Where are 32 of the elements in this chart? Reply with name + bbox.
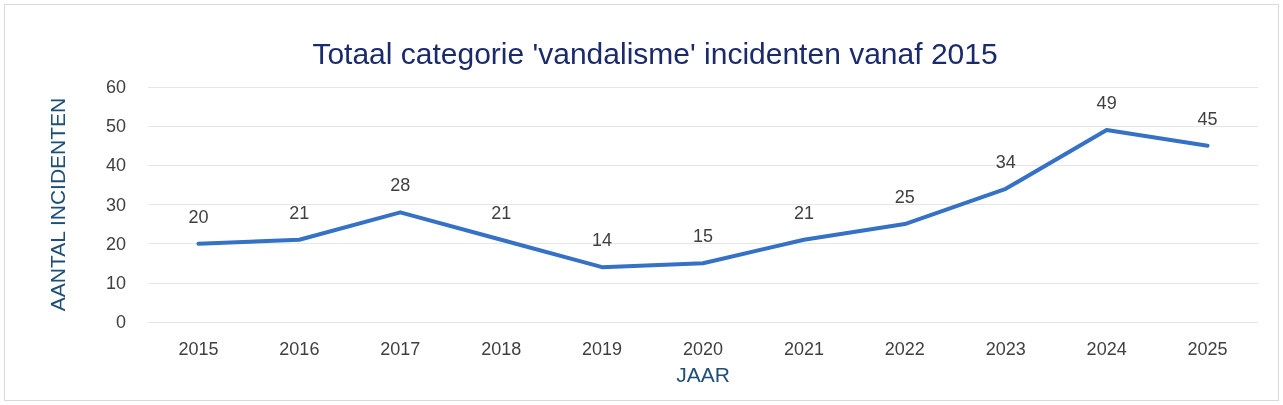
data-label: 25 [894,187,915,208]
y-tick-label: 20 [105,233,126,254]
x-tick-label: 2023 [985,339,1026,359]
data-label: 21 [289,202,310,223]
y-tick-label: 30 [105,194,126,215]
x-tick-label: 2018 [481,339,522,359]
data-label: 15 [692,226,714,247]
x-tick-label: 2024 [1086,339,1127,359]
data-label: 21 [793,202,814,223]
x-tick-label: 2021 [783,339,824,359]
x-tick-label: 2016 [279,339,320,359]
x-tick-label: 2025 [1187,339,1228,359]
x-tick-label: 2020 [682,339,724,359]
data-label: 14 [592,230,613,251]
y-tick-label: 40 [105,155,126,176]
data-label: 34 [995,151,1016,172]
y-tick-label: 60 [105,77,126,97]
data-label: 20 [188,206,209,227]
y-tick-label: 0 [115,312,126,332]
y-tick-label: 10 [105,272,126,293]
data-label: 45 [1197,108,1218,129]
y-tick-label: 50 [105,116,126,137]
data-label: 21 [491,202,512,223]
data-label: 49 [1096,93,1117,114]
x-tick-label: 2017 [380,339,421,359]
x-axis-title: JAAR [676,363,730,386]
x-tick-label: 2015 [178,339,219,359]
y-axis-title: AANTAL INCIDENTEN [46,97,69,312]
x-tick-label: 2019 [582,339,623,359]
chart-title: Totaal categorie 'vandalisme' incidenten vanaf 2015 [312,36,998,70]
x-tick-label: 2022 [884,339,925,359]
data-label: 28 [390,175,411,196]
